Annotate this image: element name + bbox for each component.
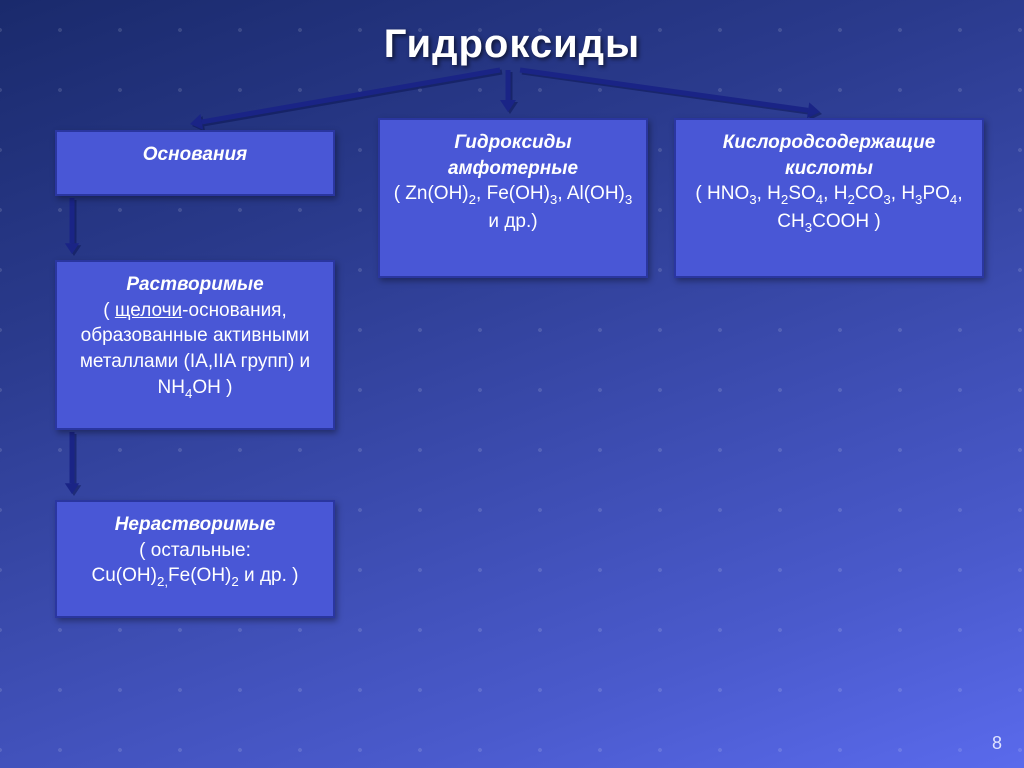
box-bases: Основания: [55, 130, 335, 196]
box-acids-heading: Кислородсодержащие кислоты: [684, 130, 974, 181]
box-insoluble-heading: Нерастворимые: [65, 512, 325, 538]
box-insoluble-body: ( остальные: Cu(OH)2,Fe(OH)2 и др. ): [65, 538, 325, 591]
box-amphoteric: Гидроксиды амфотерные ( Zn(OH)2, Fe(OH)3…: [378, 118, 648, 278]
page-number: 8: [992, 733, 1002, 754]
box-bases-heading: Основания: [65, 142, 325, 168]
box-acids-body: ( HNO3, H2SO4, H2CO3, H3PO4, CH3COOH ): [684, 181, 974, 236]
page-title: Гидроксиды: [0, 22, 1024, 67]
box-insoluble: Нерастворимые ( остальные: Cu(OH)2,Fe(OH…: [55, 500, 335, 618]
box-amphoteric-body: ( Zn(OH)2, Fe(OH)3, Al(OH)3 и др.): [388, 181, 638, 234]
box-soluble: Растворимые ( щелочи-основания, образова…: [55, 260, 335, 430]
box-amphoteric-heading: Гидроксиды амфотерные: [388, 130, 638, 181]
box-soluble-body: ( щелочи-основания, образованные активны…: [65, 298, 325, 403]
box-acids: Кислородсодержащие кислоты ( HNO3, H2SO4…: [674, 118, 984, 278]
box-soluble-heading: Растворимые: [65, 272, 325, 298]
